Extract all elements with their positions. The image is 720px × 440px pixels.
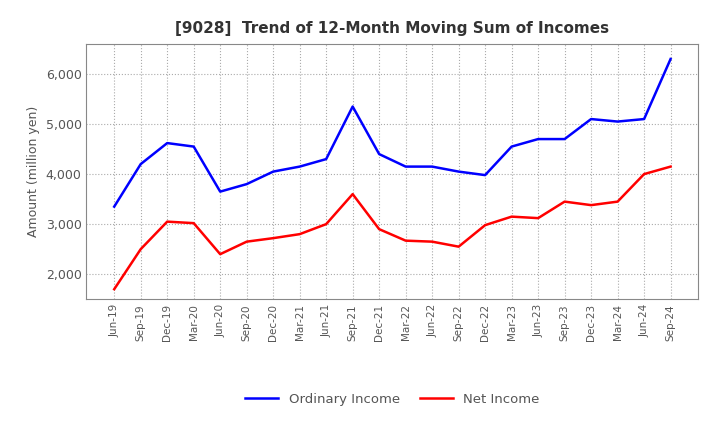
Ordinary Income [243,181,251,187]
Ordinary Income [110,204,119,209]
Net Income [295,231,304,237]
Ordinary Income [428,164,436,169]
Net Income [587,202,595,208]
Net Income [136,246,145,252]
Net Income [666,164,675,169]
Ordinary Income [163,140,171,146]
Net Income [269,235,277,241]
Ordinary Income [454,169,463,174]
Net Income [322,221,330,227]
Net Income [163,219,171,224]
Ordinary Income [216,189,225,194]
Title: [9028]  Trend of 12-Month Moving Sum of Incomes: [9028] Trend of 12-Month Moving Sum of I… [176,21,609,36]
Ordinary Income [189,144,198,149]
Net Income [375,227,384,232]
Ordinary Income [322,157,330,162]
Net Income [640,172,649,177]
Ordinary Income [136,161,145,167]
Ordinary Income [613,119,622,124]
Net Income [401,238,410,243]
Ordinary Income [348,104,357,109]
Net Income [348,191,357,197]
Ordinary Income [295,164,304,169]
Line: Ordinary Income: Ordinary Income [114,59,670,207]
Net Income [243,239,251,244]
Ordinary Income [666,56,675,62]
Ordinary Income [587,117,595,122]
Ordinary Income [534,136,542,142]
Line: Net Income: Net Income [114,167,670,289]
Net Income [454,244,463,249]
Ordinary Income [375,151,384,157]
Net Income [534,216,542,221]
Net Income [428,239,436,244]
Ordinary Income [640,117,649,122]
Ordinary Income [401,164,410,169]
Net Income [613,199,622,204]
Net Income [560,199,569,204]
Net Income [216,252,225,257]
Legend: Ordinary Income, Net Income: Ordinary Income, Net Income [240,388,545,411]
Net Income [110,286,119,292]
Net Income [189,220,198,226]
Y-axis label: Amount (million yen): Amount (million yen) [27,106,40,237]
Ordinary Income [560,136,569,142]
Net Income [481,223,490,228]
Ordinary Income [508,144,516,149]
Ordinary Income [481,172,490,178]
Ordinary Income [269,169,277,174]
Net Income [508,214,516,219]
